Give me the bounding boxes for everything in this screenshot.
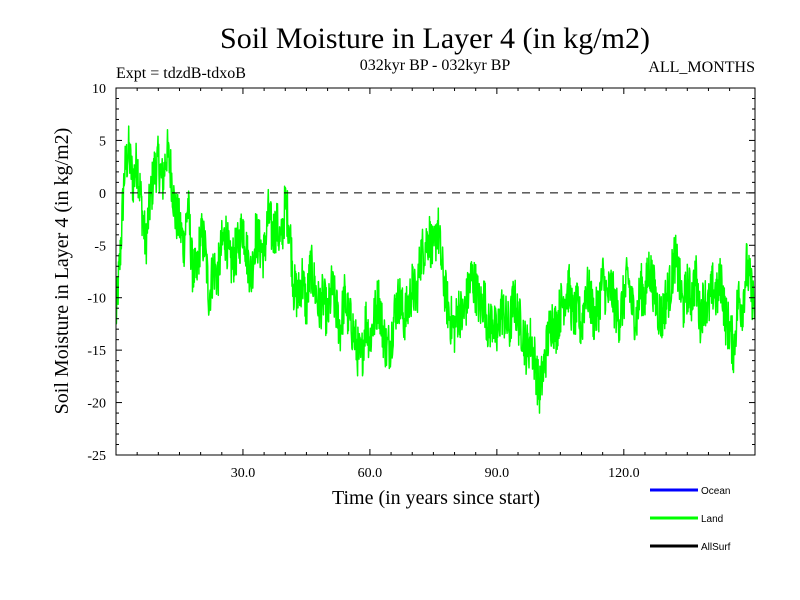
y-tick-label: 5 <box>99 134 106 149</box>
legend-label-land: Land <box>701 514 723 525</box>
y-tick-label: -10 <box>87 292 106 307</box>
x-tick-label: 90.0 <box>485 466 510 481</box>
series-layer <box>116 125 755 414</box>
series-line-land <box>116 125 755 414</box>
x-tick-label: 60.0 <box>358 466 383 481</box>
x-tick-label: 30.0 <box>231 466 256 481</box>
y-axis-label: Soil Moisture in Layer 4 (in kg/m2) <box>51 128 73 415</box>
x-axis-label: Time (in years since start) <box>332 487 540 509</box>
y-tick-label: -25 <box>87 449 106 464</box>
y-axis: 10 5 0 -5 -10 -15 -20 -25 <box>87 82 755 464</box>
experiment-note: Expt = tdzdB-tdxoB <box>116 65 246 82</box>
y-tick-label: -5 <box>94 239 106 254</box>
y-tick-label: -20 <box>87 397 106 412</box>
chart-title: Soil Moisture in Layer 4 (in kg/m2) <box>220 22 650 55</box>
legend-label-ocean: Ocean <box>701 486 730 497</box>
y-tick-label: 10 <box>92 82 106 97</box>
legend-label-allsurf: AllSurf <box>701 542 731 553</box>
chart-subtitle: 032kyr BP - 032kyr BP <box>360 57 511 74</box>
plot-frame <box>115 87 756 456</box>
months-note: ALL_MONTHS <box>648 59 755 76</box>
x-tick-label: 120.0 <box>608 466 640 481</box>
x-axis: 30.0 60.0 90.0 120.0 <box>136 88 731 481</box>
y-tick-label: -15 <box>87 344 106 359</box>
y-tick-label: 0 <box>99 187 106 202</box>
legend: Ocean Land AllSurf <box>650 486 731 553</box>
